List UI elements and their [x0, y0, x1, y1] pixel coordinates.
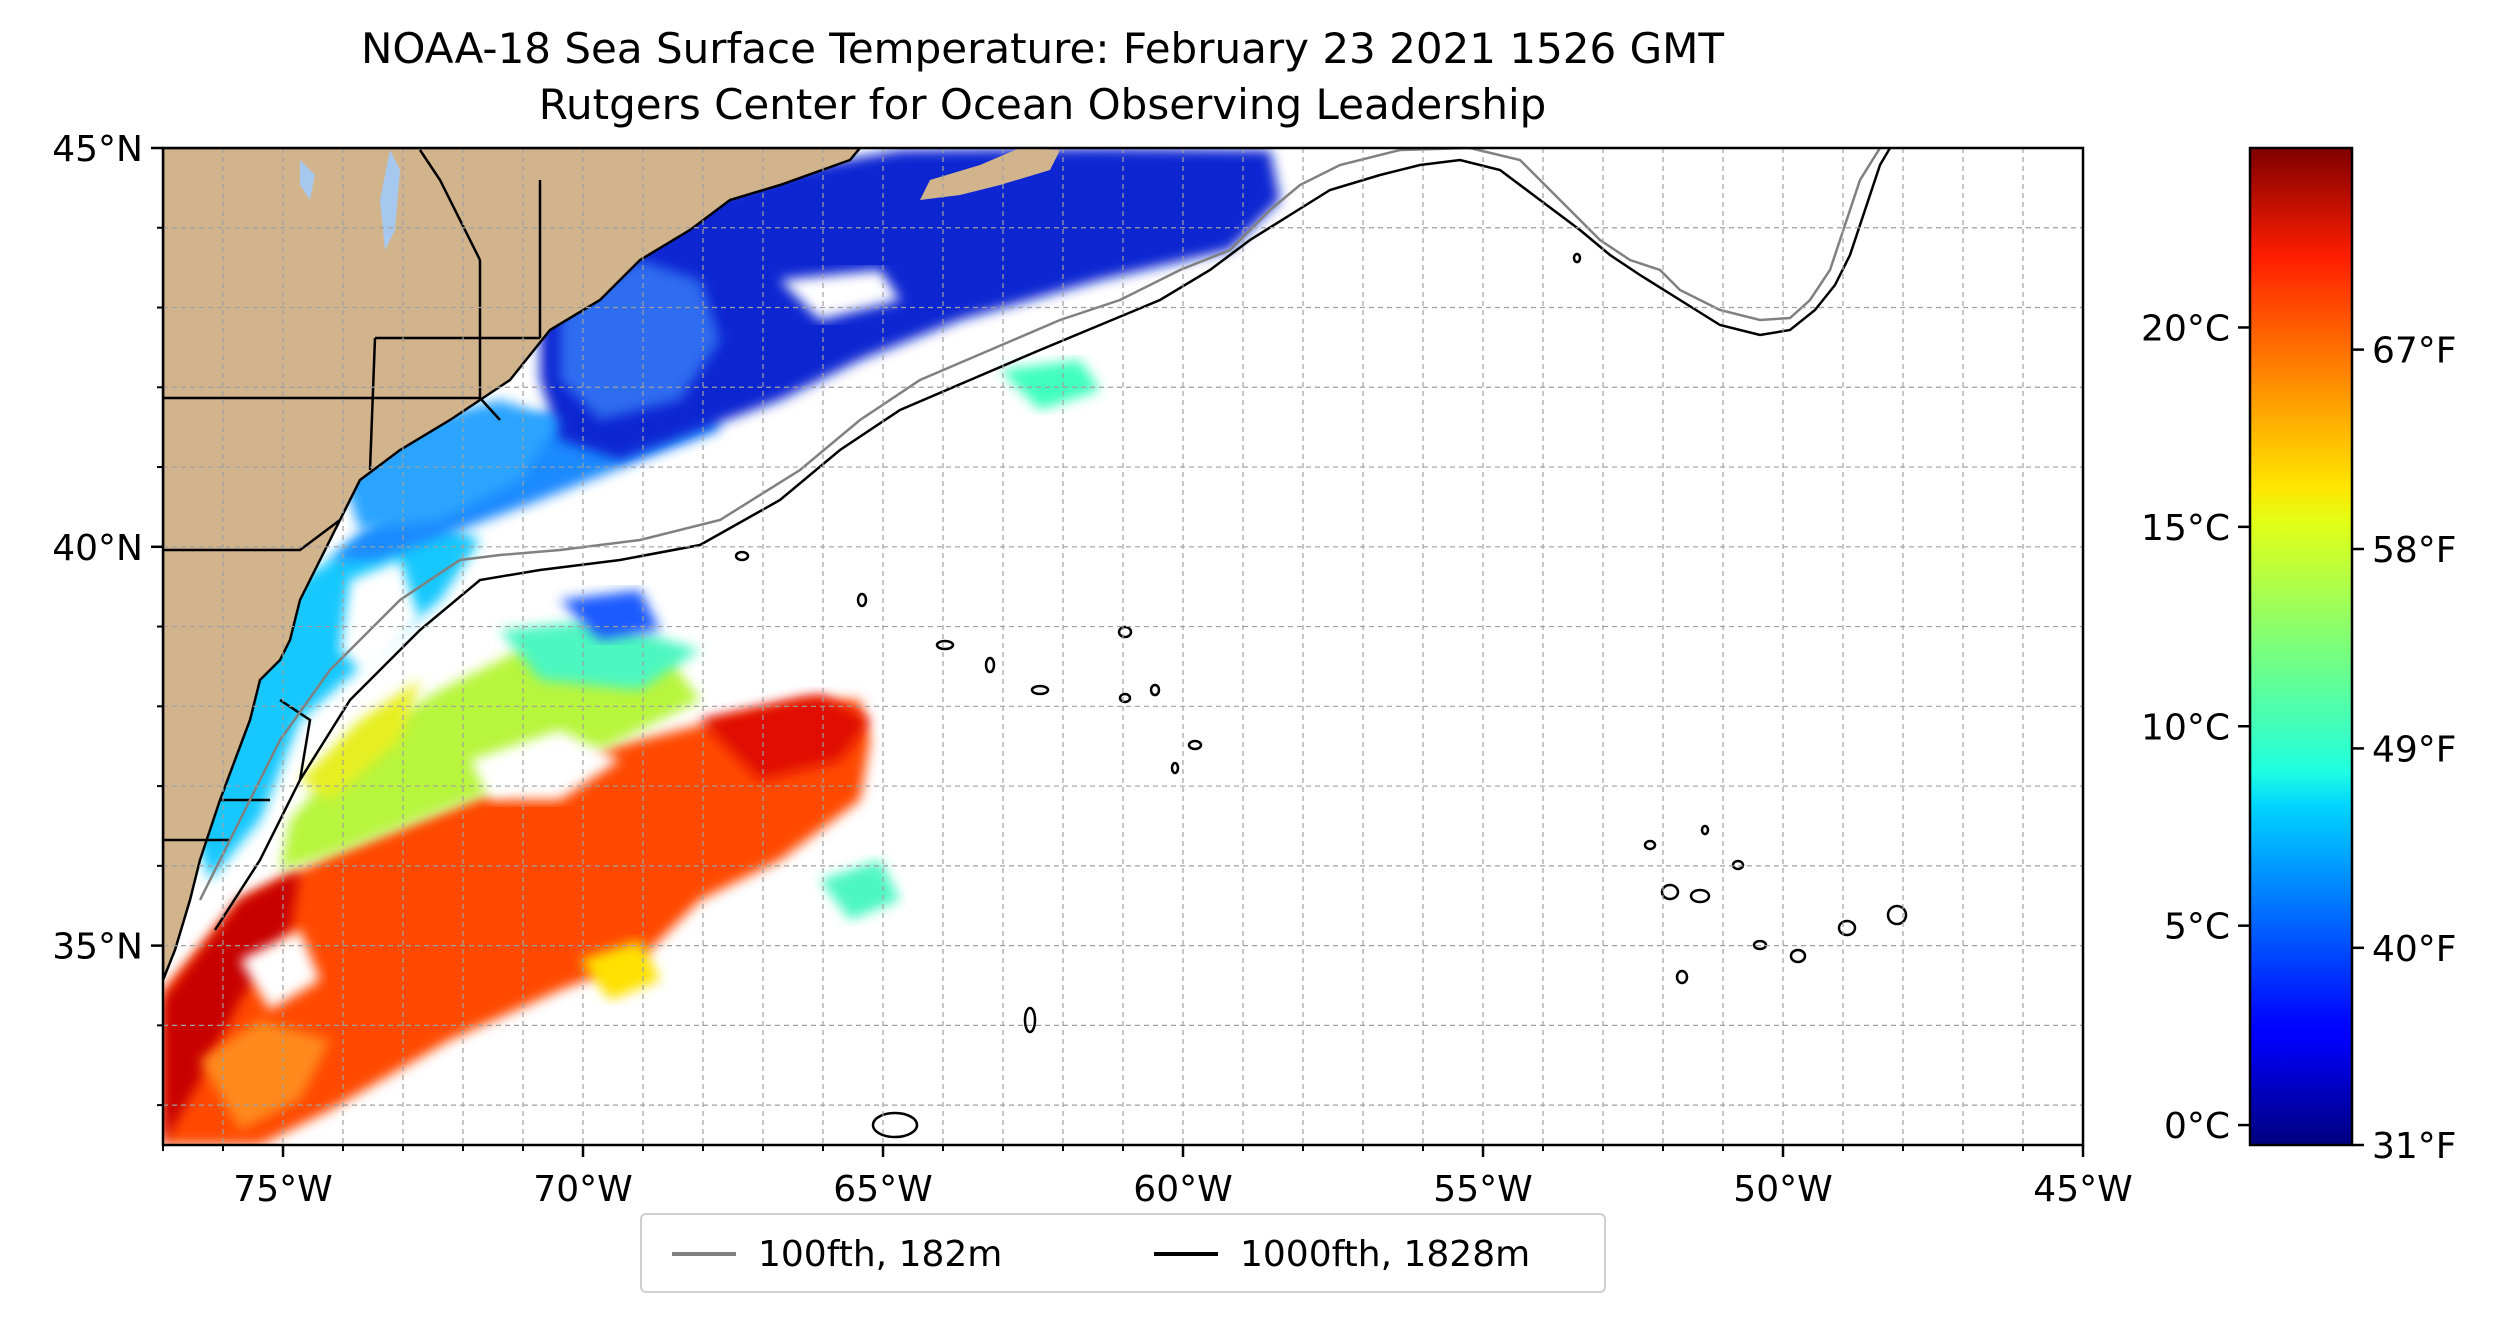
legend-label: 1000fth, 1828m: [1240, 1233, 1531, 1275]
colorbar-frame: [2248, 146, 2354, 1147]
colorbar-c-label: 5°C: [2164, 907, 2230, 948]
colorbar-gradient: [2250, 148, 2352, 1145]
x-tick-label: 55°W: [1433, 1169, 1532, 1210]
map-axes: 75°W 70°W 65°W 60°W 55°W 50°W 45°W 45°N 40°N 35°N: [52, 129, 2132, 1210]
legend-item-1000fth: 1000fth, 1828m: [1154, 1229, 1530, 1279]
x-tick-label: 45°W: [2033, 1169, 2132, 1210]
legend-line-gray: [672, 1252, 736, 1256]
colorbar-f-label: 31°F: [2372, 1126, 2457, 1167]
seamount-contours: [734, 252, 1908, 1139]
y-tick-label: 35°N: [52, 927, 143, 968]
colorbar-f-label: 40°F: [2372, 929, 2457, 970]
map-subtitle: Rutgers Center for Ocean Observing Leade…: [538, 80, 1547, 129]
colorbar-ticks: 0°C 5°C 10°C 15°C 20°C 31°F 40°F 49°F 58°F 67°F: [2141, 308, 2456, 1167]
colorbar-c-label: 20°C: [2141, 308, 2230, 349]
contour-1000fth: [213, 148, 1892, 931]
y-tick-label: 40°N: [52, 528, 143, 569]
x-tick-label: 75°W: [233, 1169, 332, 1210]
colorbar-f-label: 49°F: [2372, 729, 2457, 770]
colorbar-c-label: 10°C: [2141, 707, 2230, 748]
colorbar: 0°C 5°C 10°C 15°C 20°C 31°F 40°F 49°F 58°F 67°F: [2141, 146, 2457, 1167]
lake: [380, 150, 400, 250]
legend-label: 100fth, 182m: [758, 1233, 1003, 1275]
colorbar-f-label: 67°F: [2372, 331, 2457, 372]
gridlines: [163, 148, 2083, 1145]
contour-100fth: [198, 148, 1882, 901]
colorbar-c-label: 15°C: [2141, 508, 2230, 549]
lake: [300, 160, 315, 200]
map-content: [163, 148, 2083, 1145]
sst-layer: [163, 148, 1280, 1145]
land-nova-scotia: [920, 148, 1060, 200]
x-tick-label: 50°W: [1733, 1169, 1832, 1210]
x-tick-label: 60°W: [1133, 1169, 1232, 1210]
y-tick-label: 45°N: [52, 129, 143, 170]
x-tick-label: 65°W: [833, 1169, 932, 1210]
x-tick-label: 70°W: [533, 1169, 632, 1210]
map-title: NOAA-18 Sea Surface Temperature: Februar…: [360, 24, 1725, 73]
colorbar-f-label: 58°F: [2372, 530, 2457, 571]
legend-item-100fth: 100fth, 182m: [672, 1229, 1002, 1279]
legend: 100fth, 182m 1000fth, 1828m: [640, 1213, 1606, 1293]
colorbar-c-label: 0°C: [2164, 1106, 2230, 1147]
legend-line-black: [1154, 1252, 1218, 1256]
